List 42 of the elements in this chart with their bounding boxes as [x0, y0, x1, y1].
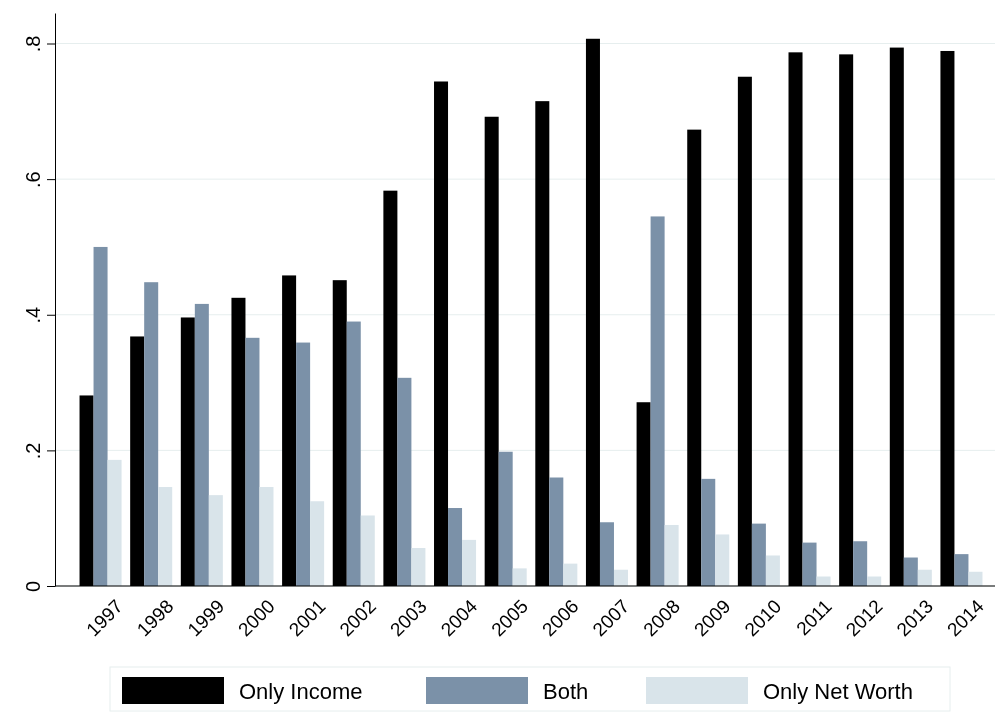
bar [512, 568, 527, 586]
y-tick-label: .8 [22, 35, 44, 53]
bar [144, 282, 159, 586]
bar [194, 303, 209, 586]
bar [664, 524, 679, 586]
y-tick-label: .4 [22, 306, 44, 324]
bar [245, 337, 260, 586]
legend-label: Both [543, 679, 589, 704]
bar [954, 554, 969, 586]
bar [715, 534, 730, 586]
bar [259, 487, 274, 586]
bar [613, 569, 628, 586]
bar [411, 548, 426, 586]
bar [498, 451, 513, 586]
legend-label: Only Net Worth [763, 679, 913, 704]
bar [751, 523, 766, 586]
bar [903, 557, 918, 586]
bar [360, 515, 375, 586]
bar [968, 571, 983, 586]
bar [853, 541, 868, 586]
y-tick-label: .2 [22, 442, 44, 460]
bar [448, 508, 463, 586]
bar [310, 501, 325, 586]
y-tick-label: 0 [22, 580, 44, 593]
legend-label: Only Income [239, 679, 363, 704]
bar [563, 563, 578, 586]
bar [462, 539, 477, 586]
bar [650, 216, 665, 586]
bar [208, 495, 223, 586]
bar [701, 478, 716, 586]
bar [93, 246, 108, 586]
bar [158, 487, 173, 586]
bar [549, 477, 564, 586]
bar [346, 321, 361, 586]
bar [397, 377, 412, 586]
bar [107, 459, 122, 586]
bar [802, 542, 817, 586]
bar [917, 569, 932, 586]
bar [765, 555, 780, 586]
bar [296, 342, 311, 586]
y-tick-label: .6 [22, 171, 44, 188]
bar [599, 522, 614, 586]
